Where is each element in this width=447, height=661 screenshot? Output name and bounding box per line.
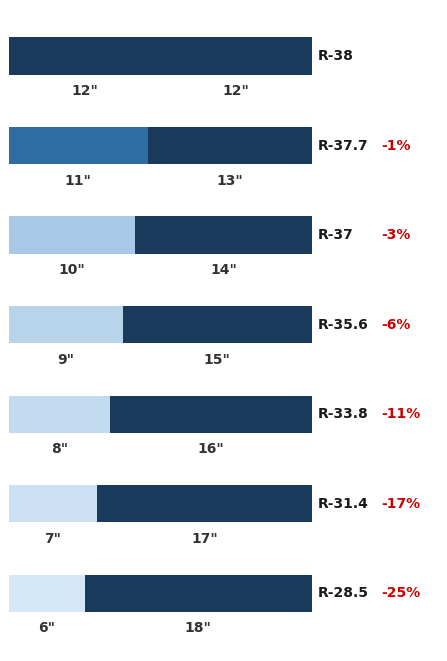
- Bar: [9, 395, 110, 433]
- Text: 13": 13": [216, 174, 243, 188]
- Text: 12": 12": [71, 84, 98, 98]
- Text: R-33.8: R-33.8: [318, 407, 369, 421]
- Text: -17%: -17%: [381, 496, 420, 511]
- Bar: [97, 485, 312, 522]
- Bar: [9, 574, 84, 612]
- Text: -1%: -1%: [381, 139, 411, 153]
- Text: R-35.6: R-35.6: [318, 318, 369, 332]
- Bar: [9, 485, 97, 522]
- Text: -11%: -11%: [381, 407, 421, 421]
- Text: 16": 16": [198, 442, 224, 456]
- Text: R-37: R-37: [318, 228, 354, 242]
- Text: R-31.4: R-31.4: [318, 496, 369, 511]
- Text: -25%: -25%: [381, 586, 421, 600]
- Bar: [135, 216, 312, 254]
- Bar: [122, 306, 312, 343]
- Text: 12": 12": [223, 84, 249, 98]
- Text: 15": 15": [204, 353, 231, 367]
- Bar: [9, 127, 148, 165]
- Text: R-37.7: R-37.7: [318, 139, 369, 153]
- Bar: [84, 574, 312, 612]
- Text: 9": 9": [57, 353, 74, 367]
- Text: 6": 6": [38, 621, 55, 635]
- Text: 7": 7": [45, 531, 62, 546]
- Text: 11": 11": [65, 174, 92, 188]
- Bar: [9, 306, 122, 343]
- Text: -3%: -3%: [381, 228, 411, 242]
- Text: 14": 14": [210, 263, 237, 277]
- Text: R-28.5: R-28.5: [318, 586, 369, 600]
- Bar: [160, 38, 312, 75]
- Bar: [110, 395, 312, 433]
- Text: -6%: -6%: [381, 318, 411, 332]
- Text: 17": 17": [191, 531, 218, 546]
- Bar: [148, 127, 312, 165]
- Text: 8": 8": [51, 442, 68, 456]
- Bar: [9, 38, 160, 75]
- Text: R-38: R-38: [318, 49, 354, 63]
- Text: 10": 10": [59, 263, 85, 277]
- Bar: [9, 216, 135, 254]
- Text: 18": 18": [185, 621, 212, 635]
